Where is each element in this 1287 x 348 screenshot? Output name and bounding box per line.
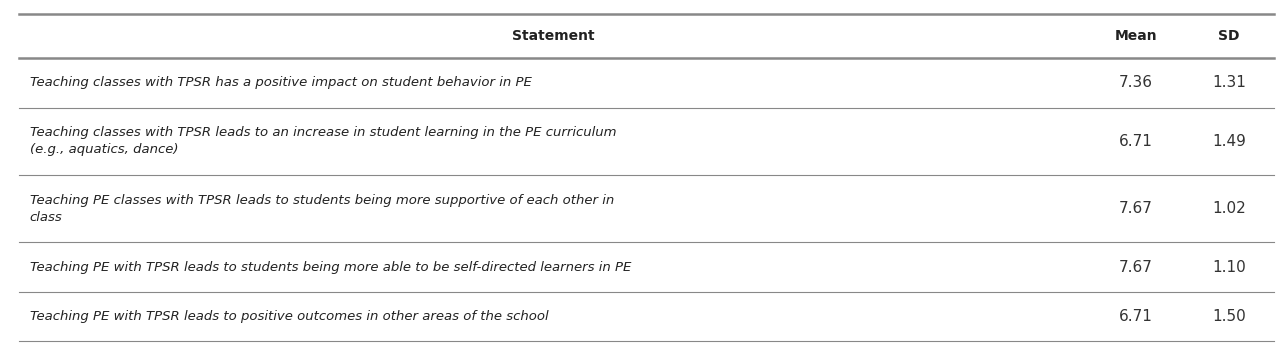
Text: 1.50: 1.50 bbox=[1212, 309, 1246, 324]
Text: 6.71: 6.71 bbox=[1118, 309, 1153, 324]
Bar bbox=[19, 175, 1274, 243]
Text: Mean: Mean bbox=[1115, 29, 1157, 43]
Text: Statement: Statement bbox=[512, 29, 595, 43]
Text: Teaching classes with TPSR has a positive impact on student behavior in PE: Teaching classes with TPSR has a positiv… bbox=[30, 77, 532, 89]
Text: 6.71: 6.71 bbox=[1118, 134, 1153, 149]
Bar bbox=[19, 292, 1274, 341]
Text: 7.36: 7.36 bbox=[1118, 76, 1153, 90]
Text: 1.31: 1.31 bbox=[1212, 76, 1246, 90]
Text: Teaching PE classes with TPSR leads to students being more supportive of each ot: Teaching PE classes with TPSR leads to s… bbox=[30, 194, 614, 224]
Text: Teaching PE with TPSR leads to students being more able to be self-directed lear: Teaching PE with TPSR leads to students … bbox=[30, 261, 631, 274]
Text: SD: SD bbox=[1219, 29, 1239, 43]
Bar bbox=[19, 108, 1274, 175]
Text: Teaching PE with TPSR leads to positive outcomes in other areas of the school: Teaching PE with TPSR leads to positive … bbox=[30, 310, 548, 323]
Text: 1.49: 1.49 bbox=[1212, 134, 1246, 149]
Text: 7.67: 7.67 bbox=[1118, 260, 1153, 275]
Text: 7.67: 7.67 bbox=[1118, 201, 1153, 216]
Text: Teaching classes with TPSR leads to an increase in student learning in the PE cu: Teaching classes with TPSR leads to an i… bbox=[30, 126, 616, 156]
Bar bbox=[19, 58, 1274, 108]
Bar bbox=[19, 243, 1274, 292]
Text: 1.10: 1.10 bbox=[1212, 260, 1246, 275]
Text: 1.02: 1.02 bbox=[1212, 201, 1246, 216]
